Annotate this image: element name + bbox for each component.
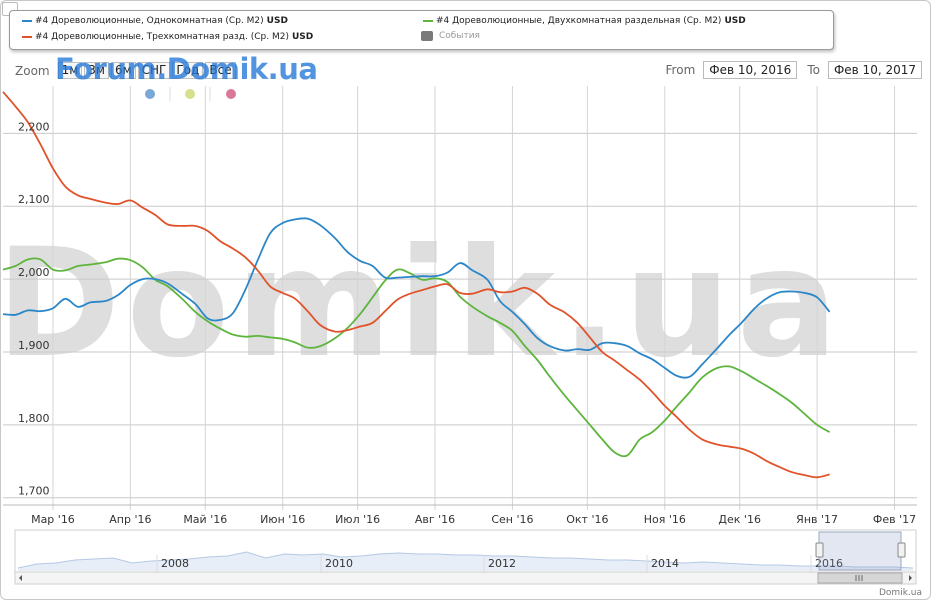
navigator-scrollbar[interactable] [14,571,917,585]
zoom-button-1m[interactable]: 1м [57,62,83,79]
legend-label: События [439,31,480,41]
x-tick-label: Фев '17 [873,513,916,526]
x-tick-label: Янв '17 [796,513,838,526]
events-swatch [421,31,433,41]
series-three-room[interactable] [2,91,830,479]
x-tick-label: Июл '16 [335,513,380,526]
series-layer [2,91,831,479]
x-tick-label: Авг '16 [415,513,455,526]
navigator-handle[interactable] [815,542,824,558]
zoom-button-1y[interactable]: Год [172,62,204,79]
legend-swatch [22,20,32,22]
legend-item-two-room[interactable]: #4 Дореволюционные, Двухкомнатная раздел… [423,16,746,26]
navigator-year-label: 2010 [325,557,353,570]
from-date-input[interactable]: Фев 10, 2016 [703,61,798,79]
x-tick-label: Сен '16 [491,513,533,526]
y-tick-label: 2,000 [18,266,50,279]
navigator-year-label: 2008 [161,557,189,570]
zoom-button-all[interactable]: Все [205,62,236,79]
navigator-area [18,552,913,571]
scrollbar-thumb[interactable] [817,572,903,584]
scroll-right-icon[interactable] [909,575,912,581]
series-one-room[interactable] [2,217,831,379]
date-range-selector: From Фев 10, 2016 To Фев 10, 2017 [666,61,922,79]
x-tick-label: Окт '16 [566,513,608,526]
from-label: From [665,63,696,77]
to-label: To [807,63,820,77]
legend-label: #4 Дореволюционные, Однокомнатная (Ср. М… [35,16,264,26]
y-tick-label: 1,900 [18,339,50,352]
grid-lines [3,86,917,510]
navigator[interactable]: 2008 2010 2012 2014 2016 [14,529,917,585]
zoom-button-6m[interactable]: 6м [110,62,136,79]
legend: #4 Дореволюционные, Однокомнатная (Ср. М… [9,10,834,50]
legend-unit: USD [266,16,288,26]
x-tick-label: Ноя '16 [644,513,686,526]
y-tick-label: 1,800 [18,412,50,425]
to-date-input[interactable]: Фев 10, 2017 [827,61,922,79]
watermark-layer: Domik.ua [0,217,844,391]
navigator-line [17,551,914,569]
zoom-button-3m[interactable]: 3м [84,62,109,79]
legend-label: #4 Дореволюционные, Двухкомнатная раздел… [436,16,722,26]
flag-dot[interactable] [185,89,195,99]
legend-label: #4 Дореволюционные, Трехкомнатная разд. … [35,32,289,42]
zoom-controls: Zoom 1м 3м 6м СНГ Год Все [15,62,236,79]
navigator-year-label: 2016 [815,557,843,570]
navigator-year-label: 2012 [488,557,516,570]
legend-item-one-room[interactable]: #4 Дореволюционные, Однокомнатная (Ср. М… [22,16,288,26]
y-tick-label: 1,700 [18,485,50,498]
legend-swatch [22,36,32,38]
legend-item-events[interactable]: События [421,31,480,41]
navigator-handle[interactable] [897,542,906,558]
forum-watermark: Forum.Domik.ua [55,52,318,86]
flag-dot[interactable] [226,89,236,99]
navigator-selection[interactable] [818,531,902,571]
legend-unit: USD [291,32,314,42]
legend-item-three-room[interactable]: #4 Дореволюционные, Трехкомнатная разд. … [22,32,313,42]
y-tick-label: 2,100 [18,193,50,206]
x-tick-label: Июн '16 [260,513,305,526]
legend-swatch [423,20,433,22]
y-tick-label: 2,200 [18,120,50,133]
legend-unit: USD [724,16,746,26]
x-tick-label: Май '16 [183,513,227,526]
zoom-label: Zoom [15,63,50,78]
x-tick-label: Апр '16 [109,513,151,526]
flag-dots [145,87,236,101]
scroll-left-icon[interactable] [19,575,22,581]
zoom-button-ytd[interactable]: СНГ [137,62,171,79]
flag-dot[interactable] [145,89,155,99]
center-watermark: Domik.ua [0,217,844,391]
axis-layer: 1,700 1,800 1,900 2,000 2,100 2,200 Мар '16 Апр… [3,120,917,526]
x-tick-label: Мар '16 [31,513,75,526]
credit-link[interactable]: Domik.ua [879,588,922,598]
navigator-year-label: 2014 [651,557,679,570]
x-tick-label: Дек '16 [718,513,761,526]
